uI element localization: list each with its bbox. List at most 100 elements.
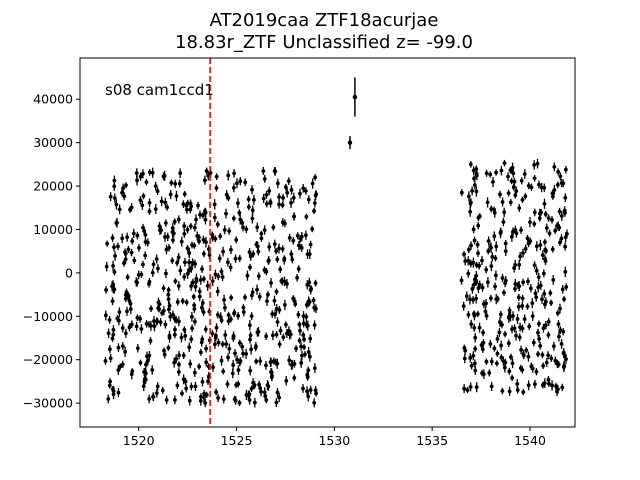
data-point bbox=[120, 323, 125, 333]
data-point bbox=[551, 341, 556, 351]
data-point bbox=[200, 335, 205, 344]
data-point bbox=[252, 397, 257, 408]
data-point bbox=[125, 232, 130, 242]
data-point bbox=[175, 381, 180, 390]
data-point bbox=[489, 357, 494, 366]
data-point bbox=[503, 239, 508, 248]
data-point bbox=[485, 197, 490, 208]
data-point bbox=[232, 169, 237, 178]
data-point bbox=[493, 282, 497, 291]
data-point bbox=[550, 245, 555, 253]
data-point bbox=[486, 247, 491, 255]
data-point bbox=[188, 222, 193, 230]
data-point bbox=[200, 265, 204, 273]
data-point bbox=[537, 208, 542, 219]
data-point bbox=[145, 351, 149, 361]
data-point bbox=[118, 363, 123, 370]
data-point bbox=[224, 189, 229, 200]
data-point bbox=[483, 307, 488, 316]
data-point bbox=[166, 290, 171, 300]
data-point bbox=[212, 212, 217, 223]
data-point bbox=[517, 333, 522, 342]
data-point bbox=[555, 310, 560, 317]
data-point bbox=[526, 380, 531, 391]
data-point bbox=[498, 310, 503, 319]
data-point bbox=[543, 210, 548, 218]
data-point bbox=[148, 337, 153, 345]
data-point bbox=[307, 351, 312, 362]
data-point bbox=[191, 278, 195, 287]
data-point bbox=[519, 177, 524, 185]
data-point bbox=[261, 193, 266, 204]
y-tick-label: 40000 bbox=[33, 92, 73, 107]
data-point bbox=[202, 250, 206, 258]
data-point bbox=[223, 303, 227, 312]
data-point bbox=[286, 177, 291, 185]
data-point bbox=[484, 358, 489, 365]
data-point bbox=[494, 270, 498, 281]
data-point bbox=[472, 310, 476, 318]
data-point bbox=[129, 203, 134, 212]
data-point bbox=[128, 304, 133, 315]
data-point bbox=[214, 184, 219, 192]
data-point bbox=[198, 348, 203, 356]
data-point bbox=[488, 171, 493, 178]
data-point bbox=[138, 172, 143, 181]
data-point bbox=[536, 350, 540, 358]
data-point bbox=[243, 178, 248, 187]
data-point bbox=[562, 296, 566, 303]
data-point bbox=[494, 169, 499, 176]
data-point bbox=[501, 217, 506, 227]
data-point bbox=[214, 173, 219, 181]
data-point bbox=[123, 250, 128, 257]
data-point bbox=[226, 170, 231, 181]
ccd-annotation: s08 cam1ccd1 bbox=[105, 81, 214, 99]
data-point bbox=[563, 193, 568, 203]
data-point bbox=[168, 311, 173, 322]
data-point bbox=[249, 312, 254, 321]
data-point bbox=[269, 368, 274, 377]
data-point bbox=[155, 187, 160, 195]
data-point bbox=[512, 177, 517, 186]
data-point bbox=[139, 324, 144, 334]
data-point bbox=[313, 190, 318, 201]
data-point bbox=[104, 285, 108, 294]
data-point bbox=[462, 251, 466, 258]
data-point bbox=[551, 274, 556, 285]
data-point bbox=[222, 294, 226, 305]
data-point bbox=[147, 198, 152, 208]
data-point bbox=[289, 185, 294, 195]
data-point bbox=[265, 296, 269, 306]
data-point bbox=[511, 183, 516, 191]
data-point bbox=[180, 297, 185, 305]
data-point bbox=[500, 273, 505, 283]
data-point bbox=[462, 344, 467, 352]
data-point bbox=[499, 353, 504, 361]
data-point bbox=[228, 263, 233, 272]
data-point bbox=[471, 225, 476, 234]
data-point bbox=[138, 314, 143, 323]
data-point bbox=[521, 248, 525, 258]
data-point bbox=[232, 183, 236, 193]
data-point bbox=[231, 359, 236, 371]
data-point bbox=[466, 191, 471, 202]
data-point bbox=[563, 165, 568, 174]
data-point bbox=[120, 233, 125, 244]
y-tick-label: −30000 bbox=[23, 396, 73, 411]
data-point bbox=[272, 239, 277, 249]
data-point bbox=[216, 338, 221, 347]
data-point bbox=[503, 278, 508, 288]
data-point bbox=[182, 229, 187, 238]
data-point bbox=[527, 323, 532, 330]
data-point bbox=[312, 363, 317, 374]
data-point bbox=[295, 232, 300, 240]
data-point bbox=[176, 316, 181, 327]
data-point bbox=[274, 288, 279, 295]
data-point bbox=[510, 358, 515, 369]
data-point bbox=[470, 284, 475, 294]
data-point bbox=[520, 196, 525, 203]
data-point bbox=[238, 214, 243, 225]
data-point bbox=[259, 387, 263, 397]
data-point bbox=[172, 357, 177, 368]
data-point bbox=[164, 268, 168, 279]
